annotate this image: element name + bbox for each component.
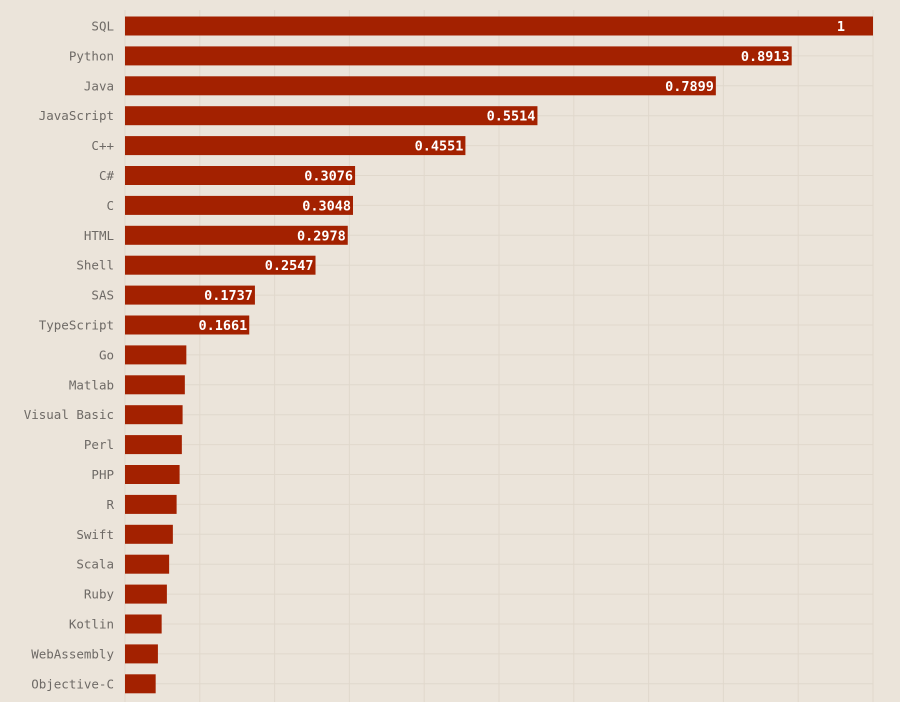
bar-r [125, 494, 177, 514]
bar-php [125, 465, 180, 484]
value-label: 0.8913 [741, 49, 790, 65]
bar-typescript [125, 315, 250, 335]
value-label: 0.7899 [665, 79, 714, 95]
bar-sas [125, 285, 255, 305]
bar-ruby [125, 584, 167, 604]
category-label: Go [99, 347, 114, 362]
category-label: Visual Basic [24, 407, 114, 422]
bar-c- [125, 166, 356, 185]
category-label: Shell [76, 258, 114, 273]
category-label: Perl [84, 437, 114, 452]
category-label: Objective-C [31, 676, 114, 691]
value-label: 0.3048 [302, 198, 351, 214]
bar-html [125, 225, 348, 245]
value-label: 1 [837, 19, 845, 35]
category-label: Matlab [69, 377, 114, 392]
category-label: TypeScript [39, 318, 114, 333]
bar-visual-basic [125, 405, 183, 425]
category-label: Ruby [84, 587, 115, 602]
bar-sql [125, 16, 873, 36]
category-label: Java [84, 78, 114, 93]
value-label: 0.1661 [198, 318, 247, 334]
bar-c [125, 195, 353, 215]
bar-go [125, 345, 187, 365]
bar-perl [125, 435, 182, 455]
bar-c- [125, 136, 466, 156]
category-label: SQL [91, 19, 114, 34]
bar-kotlin [125, 614, 162, 634]
bar-webassembly [125, 644, 158, 664]
category-label: R [106, 497, 114, 512]
category-label: PHP [91, 467, 114, 482]
value-label: 0.5514 [487, 109, 536, 125]
bar-python [125, 46, 792, 66]
category-label: SAS [91, 288, 114, 303]
bar-java [125, 76, 716, 96]
value-label: 0.2547 [265, 258, 314, 274]
category-label: C++ [91, 138, 114, 153]
category-label: C# [99, 168, 115, 183]
category-label: Swift [76, 527, 114, 542]
category-label: WebAssembly [31, 646, 114, 661]
bar-matlab [125, 375, 185, 395]
bar-shell [125, 255, 316, 275]
value-labels: 1 0.8913 0.7899 0.5514 0.4551 0.3076 0.3048 0.2… [198, 19, 845, 334]
bars [125, 16, 873, 694]
category-label: HTML [84, 228, 114, 243]
bar-scala [125, 554, 170, 574]
category-label: JavaScript [39, 108, 114, 123]
value-label: 0.1737 [204, 288, 253, 304]
category-label: Scala [76, 557, 114, 572]
value-label: 0.2978 [297, 228, 346, 244]
value-label: 0.4551 [415, 139, 464, 155]
bar-objective-c [125, 674, 156, 694]
category-label: C [106, 198, 114, 213]
bar-javascript [125, 106, 538, 126]
bar-swift [125, 524, 173, 544]
category-label: Python [69, 48, 114, 63]
value-label: 0.3076 [304, 169, 353, 185]
category-labels: SQL Python Java JavaScript C++ C# C HTML Shell SA… [24, 19, 115, 692]
category-label: Kotlin [69, 617, 114, 632]
